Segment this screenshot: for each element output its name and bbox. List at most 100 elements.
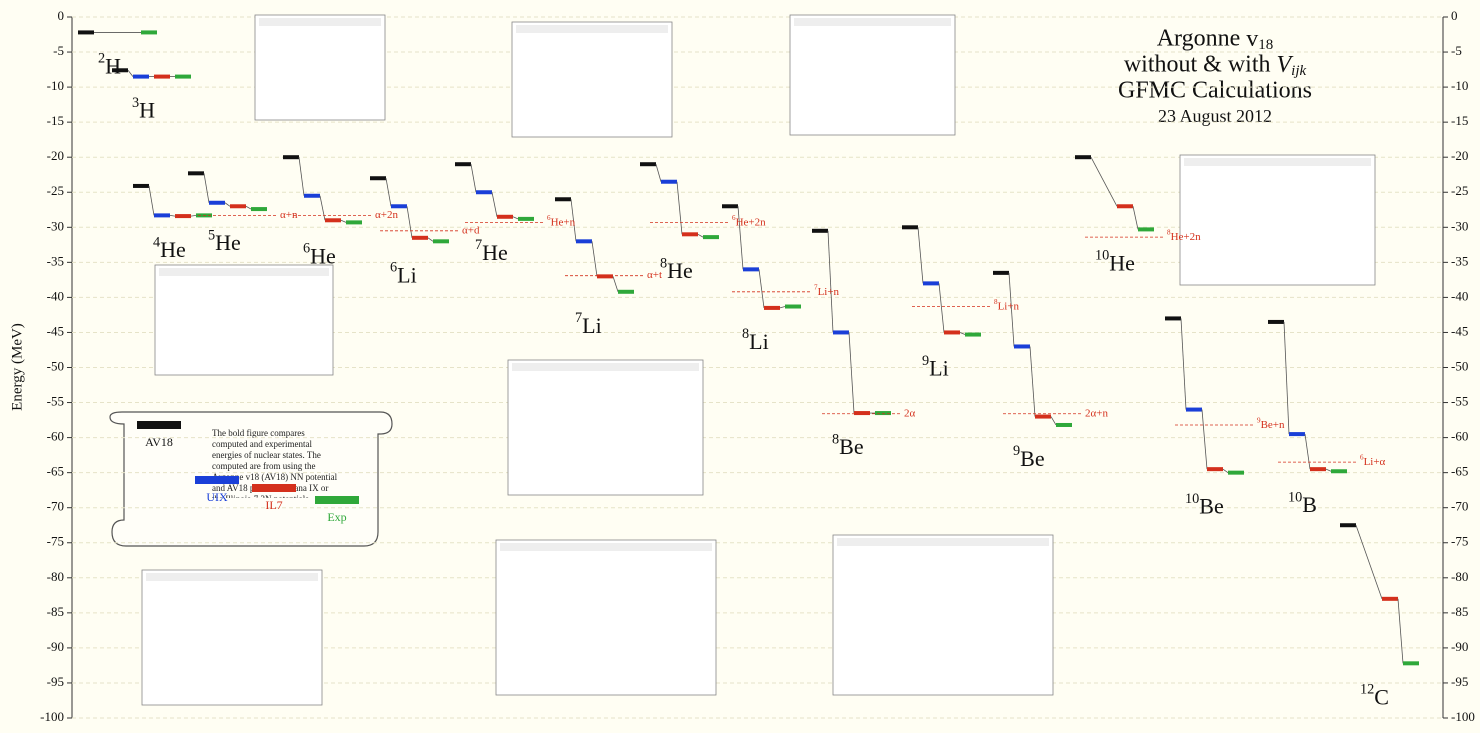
legend-label: AV18 xyxy=(145,435,173,449)
energy-level xyxy=(209,201,225,205)
y-tick-label: -20 xyxy=(47,148,64,163)
threshold-label: 6He+n xyxy=(547,214,576,228)
inset-panel xyxy=(833,535,1053,695)
y-axis-label: Energy (MeV) xyxy=(9,323,25,411)
y-tick-label: -95 xyxy=(1451,674,1468,689)
energy-level xyxy=(433,239,449,243)
inset-header xyxy=(794,18,951,26)
y-tick-label: -40 xyxy=(1451,288,1468,303)
energy-level xyxy=(112,68,128,72)
y-tick-label: -30 xyxy=(47,218,64,233)
energy-level xyxy=(785,305,801,309)
threshold-label: 8Li+n xyxy=(994,298,1020,312)
inset-panel xyxy=(255,15,385,120)
y-tick-label: -50 xyxy=(1451,358,1468,373)
energy-level xyxy=(833,330,849,334)
chart: Energy (MeV) Argonne v18without & with V… xyxy=(0,0,1480,733)
legend-label: UIX xyxy=(206,490,228,504)
energy-level xyxy=(965,333,981,337)
threshold-label: 8He+2n xyxy=(1167,228,1201,242)
y-tick-label: 0 xyxy=(58,8,65,23)
energy-level xyxy=(133,184,149,188)
y-tick-label: -85 xyxy=(1451,604,1468,619)
y-tick-label: -30 xyxy=(1451,218,1468,233)
energy-level xyxy=(141,30,157,34)
energy-level xyxy=(1138,227,1154,231)
threshold-label: 6He+2n xyxy=(732,214,766,228)
inset-header xyxy=(146,573,318,581)
y-tick-label: -45 xyxy=(1451,323,1468,338)
energy-level xyxy=(743,267,759,271)
energy-level xyxy=(1014,344,1030,348)
y-tick-label: -100 xyxy=(40,709,64,724)
energy-level xyxy=(1382,597,1398,601)
inset-panel xyxy=(496,540,716,695)
energy-level xyxy=(1117,204,1133,208)
energy-level xyxy=(854,411,870,415)
energy-level xyxy=(993,271,1009,275)
legend-scroll: The bold figure compares computed and ex… xyxy=(110,412,392,546)
y-tick-label: -5 xyxy=(1451,43,1462,58)
legend-swatch xyxy=(195,476,239,484)
threshold-label: 2α xyxy=(904,407,916,419)
energy-level xyxy=(1289,432,1305,436)
energy-level xyxy=(370,176,386,180)
y-tick-label: -70 xyxy=(1451,499,1468,514)
energy-level xyxy=(154,213,170,217)
energy-level xyxy=(1186,408,1202,412)
y-tick-label: -65 xyxy=(47,464,64,479)
y-tick-label: -5 xyxy=(53,43,64,58)
y-tick-label: -55 xyxy=(47,394,64,409)
energy-level xyxy=(251,207,267,211)
energy-level xyxy=(1268,320,1284,324)
inset-panel xyxy=(508,360,703,495)
y-tick-label: -75 xyxy=(1451,534,1468,549)
energy-level xyxy=(1331,469,1347,473)
y-tick-label: -55 xyxy=(1451,394,1468,409)
inset-header xyxy=(837,538,1049,546)
y-tick-label: -10 xyxy=(47,78,64,93)
legend-swatch xyxy=(252,484,296,492)
threshold-label: 2α+n xyxy=(1085,407,1108,419)
y-tick-label: -90 xyxy=(1451,639,1468,654)
threshold-label: α+t xyxy=(647,269,662,281)
energy-level xyxy=(175,214,191,218)
inset-header xyxy=(1184,158,1371,166)
threshold-label: 6Li+α xyxy=(1360,453,1386,467)
legend-swatch xyxy=(315,496,359,504)
energy-level xyxy=(1403,661,1419,665)
energy-level xyxy=(618,290,634,294)
inset-header xyxy=(159,268,329,276)
title-line: Argonne v18 xyxy=(1157,26,1274,54)
energy-level xyxy=(682,232,698,236)
energy-level xyxy=(661,180,677,184)
energy-level xyxy=(175,75,191,79)
energy-level xyxy=(1340,523,1356,527)
energy-level xyxy=(497,215,513,219)
y-tick-label: -80 xyxy=(47,569,64,584)
threshold-label: α+n xyxy=(280,209,298,221)
energy-level xyxy=(391,204,407,208)
y-tick-label: -40 xyxy=(47,288,64,303)
energy-level xyxy=(1207,467,1223,471)
y-tick-label: -75 xyxy=(47,534,64,549)
energy-level xyxy=(1056,423,1072,427)
energy-level xyxy=(476,190,492,194)
energy-level xyxy=(923,281,939,285)
energy-level xyxy=(1165,316,1181,320)
inset-panel xyxy=(155,265,333,375)
energy-level xyxy=(325,218,341,222)
threshold-label: α+d xyxy=(462,224,480,236)
inset-header xyxy=(500,543,712,551)
y-tick-label: -70 xyxy=(47,499,64,514)
y-tick-label: -60 xyxy=(1451,429,1468,444)
energy-level xyxy=(346,220,362,224)
inset-panel xyxy=(512,22,672,137)
energy-level xyxy=(722,204,738,208)
title-line: 23 August 2012 xyxy=(1158,106,1272,126)
y-tick-label: -15 xyxy=(1451,113,1468,128)
energy-level xyxy=(764,306,780,310)
y-tick-label: -95 xyxy=(47,674,64,689)
energy-level xyxy=(412,236,428,240)
energy-level xyxy=(902,225,918,229)
